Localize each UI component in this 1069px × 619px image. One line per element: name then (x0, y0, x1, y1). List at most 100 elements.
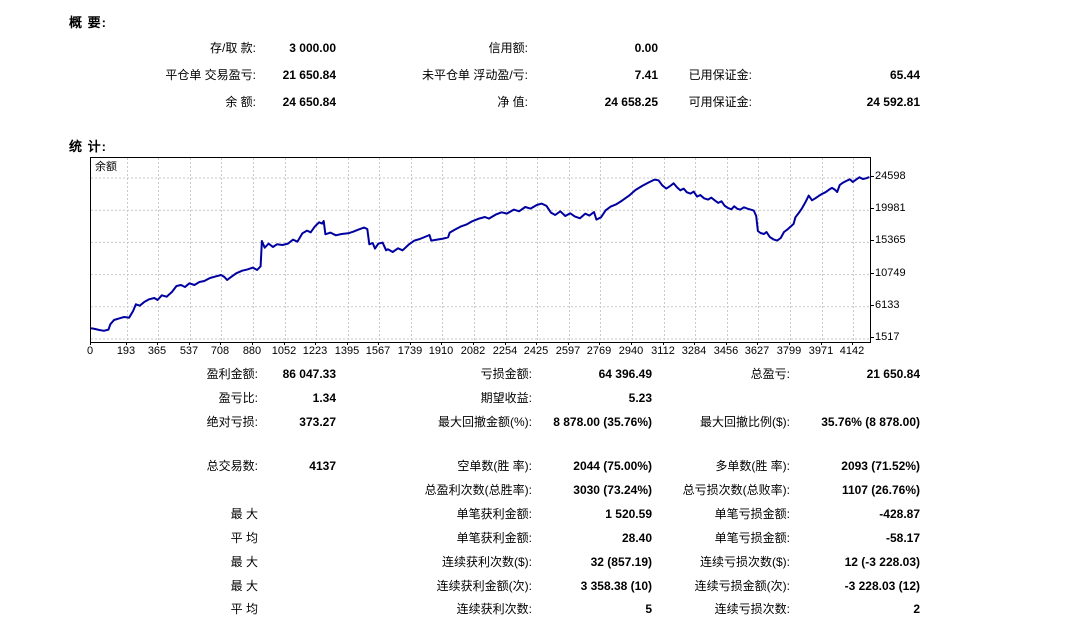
x-axis-tick (347, 342, 348, 345)
x-axis-tick (694, 342, 695, 345)
stat-label-col3: 连续亏损金额(次): (694, 579, 790, 593)
balance-curve (91, 176, 870, 332)
x-axis-tick (757, 342, 758, 345)
x-axis-tick (189, 342, 190, 345)
x-axis-tick (126, 342, 127, 345)
balance-chart-canvas (91, 158, 870, 342)
stat-value-col3: 2093 (71.52%) (841, 459, 920, 473)
x-axis-label: 3799 (776, 345, 802, 357)
balance-chart (90, 157, 871, 343)
summary-label-col2: 净 值: (497, 95, 528, 109)
x-axis-tick (473, 342, 474, 345)
summary-label-col1: 存/取 款: (209, 41, 256, 55)
stat-value-col3: -428.87 (879, 507, 920, 521)
x-axis-tick (441, 342, 442, 345)
stat-label-col3: 多单数(胜 率): (715, 459, 790, 473)
x-axis-tick (252, 342, 253, 345)
x-axis-label: 2082 (460, 345, 486, 357)
stat-label-col2: 亏损金额: (480, 367, 532, 381)
x-axis-tick (536, 342, 537, 345)
x-axis-label: 3627 (744, 345, 770, 357)
y-axis-label: 19981 (875, 202, 906, 214)
stat-value-col2: 64 396.49 (598, 367, 652, 381)
x-axis-tick (157, 342, 158, 345)
stat-value-col2: 3030 (73.24%) (573, 483, 652, 497)
stat-label-col1: 最 大 (230, 579, 258, 593)
summary-value-col3: 65.44 (889, 68, 920, 82)
summary-value-col2: 7.41 (634, 68, 658, 82)
summary-label-col3: 已用保证金: (688, 68, 752, 82)
stat-value-col2: 5 (645, 602, 652, 616)
stat-label-col1: 平 均 (230, 531, 258, 545)
x-axis-label: 3456 (713, 345, 739, 357)
summary-label-col1: 平仓单 交易盈亏: (165, 68, 256, 82)
x-axis-label: 3112 (651, 345, 675, 357)
x-axis-tick (726, 342, 727, 345)
x-axis-label: 2940 (618, 345, 644, 357)
summary-label-col2: 信用额: (488, 41, 528, 55)
stat-value-col3: -58.17 (885, 531, 920, 545)
stat-value-col2: 3 358.38 (10) (580, 579, 652, 593)
summary-label-col2: 未平仓单 浮动盈/亏: (421, 68, 528, 82)
y-axis-tick (870, 305, 874, 306)
stat-value-col1: 373.27 (299, 415, 336, 429)
summary-label-col3: 可用保证金: (688, 95, 752, 109)
x-axis-tick (378, 342, 379, 345)
x-axis-tick (284, 342, 285, 345)
x-axis-label: 537 (179, 345, 199, 357)
x-axis-tick (315, 342, 316, 345)
stat-label-col3: 单笔亏损金额: (714, 531, 790, 545)
y-axis-label: 1517 (875, 331, 900, 343)
stat-label-col1: 盈利金额: (206, 367, 258, 381)
x-axis-label: 365 (147, 345, 167, 357)
stat-value-col1: 4137 (309, 459, 336, 473)
x-axis-label: 1395 (334, 345, 360, 357)
y-axis-tick (870, 208, 874, 209)
x-axis-label: 1567 (365, 345, 391, 357)
stat-label-col2: 连续获利次数($): (441, 555, 532, 569)
y-axis-tick (870, 240, 874, 241)
y-axis-label: 15365 (875, 234, 906, 246)
y-axis-label: 24598 (875, 170, 906, 182)
x-axis-label: 4142 (839, 345, 865, 357)
stat-label-col2: 连续获利次数: (456, 602, 532, 616)
summary-value-col1: 24 650.84 (282, 95, 336, 109)
summary-value-col1: 21 650.84 (282, 68, 336, 82)
stat-value-col2: 32 (857.19) (590, 555, 652, 569)
stat-label-col3: 连续亏损次数($): (699, 555, 790, 569)
x-axis-label: 1052 (271, 345, 297, 357)
stat-label-col1: 盈亏比: (218, 391, 258, 405)
x-axis-tick (599, 342, 600, 345)
stat-value-col2: 1 520.59 (605, 507, 652, 521)
x-axis-label: 2425 (523, 345, 549, 357)
x-axis-label: 1739 (397, 345, 423, 357)
stat-label-col1: 最 大 (230, 555, 258, 569)
stat-label-col3: 单笔亏损金额: (714, 507, 790, 521)
y-axis-tick (870, 337, 874, 338)
stat-value-col3: 35.76% (8 878.00) (821, 415, 920, 429)
x-axis-label: 1223 (302, 345, 328, 357)
stat-value-col2: 8 878.00 (35.76%) (553, 415, 652, 429)
x-axis-tick (631, 342, 632, 345)
summary-value-col3: 24 592.81 (866, 95, 920, 109)
summary-label-col1: 余 额: (225, 95, 256, 109)
x-axis-tick (789, 342, 790, 345)
stat-label-col3: 总盈亏: (750, 367, 790, 381)
stat-label-col2: 单笔获利金额: (456, 531, 532, 545)
summary-value-col1: 3 000.00 (289, 41, 336, 55)
stat-label-col3: 总亏损次数(总败率): (682, 483, 790, 497)
statistics-title: 统 计: (69, 139, 107, 154)
stat-value-col2: 2044 (75.00%) (573, 459, 652, 473)
x-axis-label: 3284 (681, 345, 707, 357)
summary-title: 概 要: (69, 15, 107, 30)
stat-value-col2: 5.23 (628, 391, 652, 405)
stat-value-col1: 86 047.33 (282, 367, 336, 381)
y-axis-tick (870, 176, 874, 177)
x-axis-tick (410, 342, 411, 345)
summary-value-col2: 24 658.25 (604, 95, 658, 109)
x-axis-tick (821, 342, 822, 345)
stat-label-col2: 单笔获利金额: (456, 507, 532, 521)
x-axis-label: 0 (86, 345, 94, 357)
x-axis-label: 2597 (555, 345, 581, 357)
